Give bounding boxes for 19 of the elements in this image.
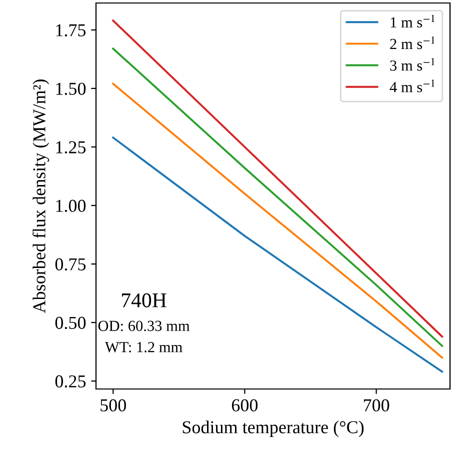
y-tick-label: 1.25 [56, 141, 86, 154]
x-tick-label: 700 [364, 399, 390, 412]
annotation: OD: 60.33 mm [98, 320, 190, 332]
y-axis-title: Absorbed flux density (MW/m²) [32, 80, 50, 314]
y-tick-label: 1.50 [56, 82, 86, 95]
annotation: 740H [122, 293, 166, 308]
y-tick-label: 0.50 [55, 316, 86, 330]
x-tick-label: 600 [232, 399, 258, 412]
annotation: WT: 1.2 mm [104, 342, 182, 352]
legend-label: 2 m s$^{−1}$ [390, 36, 434, 50]
x-axis-title: Sodium temperature (°C) [182, 420, 364, 438]
y-tick-label: 1.00 [56, 200, 86, 212]
y-tick-label: 0.25 [55, 375, 86, 388]
y-tick-label: 1.75 [56, 24, 86, 36]
legend-label: 3 m s$^{−1}$ [390, 58, 434, 71]
legend-label: 1 m s$^{−1}$ [390, 14, 434, 28]
x-tick-label: 500 [100, 399, 126, 412]
legend-label: 4 m s$^{−1}$ [390, 80, 434, 92]
y-tick-label: 0.75 [55, 258, 86, 271]
